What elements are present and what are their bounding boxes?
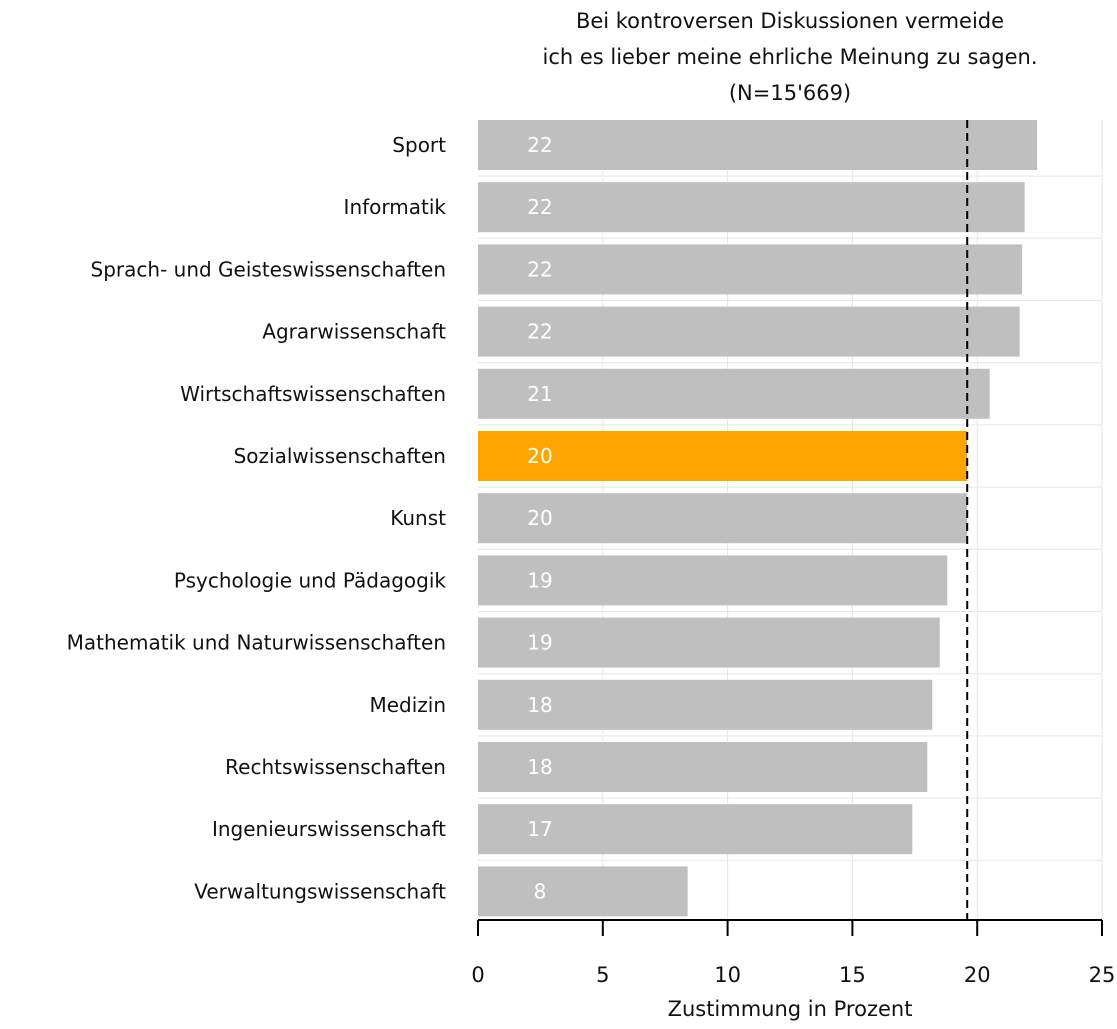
data-label: 8 [534,879,547,903]
data-label: 19 [527,631,552,655]
x-tick-label: 20 [964,963,991,987]
category-label: Sozialwissenschaften [234,444,446,468]
bars [478,120,1038,917]
data-label: 22 [527,320,552,344]
data-label: 18 [527,755,552,779]
category-labels: Sport Informatik Sprach- und Geisteswissen… [67,133,447,903]
category-label: Ingenieurswissenschaft [212,817,446,841]
bar [478,804,913,855]
x-axis-label: Zustimmung in Prozent [668,997,913,1021]
bar [478,244,1023,295]
category-label: Medizin [369,693,446,717]
x-axis: 0 5 10 15 20 25 [471,919,1116,987]
data-label: 21 [527,382,552,406]
bar [478,493,968,544]
bar [478,431,968,481]
data-label: 22 [527,195,552,219]
category-label: Mathematik und Naturwissenschaften [67,631,446,655]
x-tick-label: 0 [471,963,484,987]
bar [478,182,1025,233]
bar [478,866,688,917]
grid [478,120,1103,920]
category-label: Sprach- und Geisteswissenschaften [91,257,446,281]
bar [478,617,940,668]
chart-title: Bei kontroversen Diskussionen vermeide i… [542,9,1037,105]
bar [478,742,928,792]
category-label: Informatik [344,195,447,219]
data-label: 22 [527,257,552,281]
data-label: 20 [527,444,552,468]
category-label: Agrarwissenschaft [262,320,446,344]
category-label: Rechtswissenschaften [225,755,446,779]
x-tick-label: 5 [596,963,609,987]
category-label: Kunst [390,506,446,530]
data-label: 20 [527,506,552,530]
category-label: Verwaltungswissenschaft [194,879,446,903]
category-label: Sport [392,133,446,157]
data-label: 22 [527,133,552,157]
x-tick-label: 15 [839,963,866,987]
bar [478,306,1020,357]
data-label: 17 [527,817,552,841]
category-label: Psychologie und Pädagogik [174,568,447,592]
x-tick-label: 10 [714,963,741,987]
title-line-2: ich es lieber meine ehrliche Meinung zu … [542,45,1037,69]
bar [478,555,948,606]
data-label: 19 [527,568,552,592]
bar [478,679,933,730]
bar [478,368,990,419]
title-line-3: (N=15'669) [729,81,851,105]
title-line-1: Bei kontroversen Diskussionen vermeide [576,9,1004,33]
data-label: 18 [527,693,552,717]
data-labels: 22 22 22 22 21 20 20 19 19 18 18 17 8 [527,133,552,903]
bar [478,120,1038,170]
x-tick-label: 25 [1089,963,1116,987]
category-label: Wirtschaftswissenschaften [180,382,446,406]
